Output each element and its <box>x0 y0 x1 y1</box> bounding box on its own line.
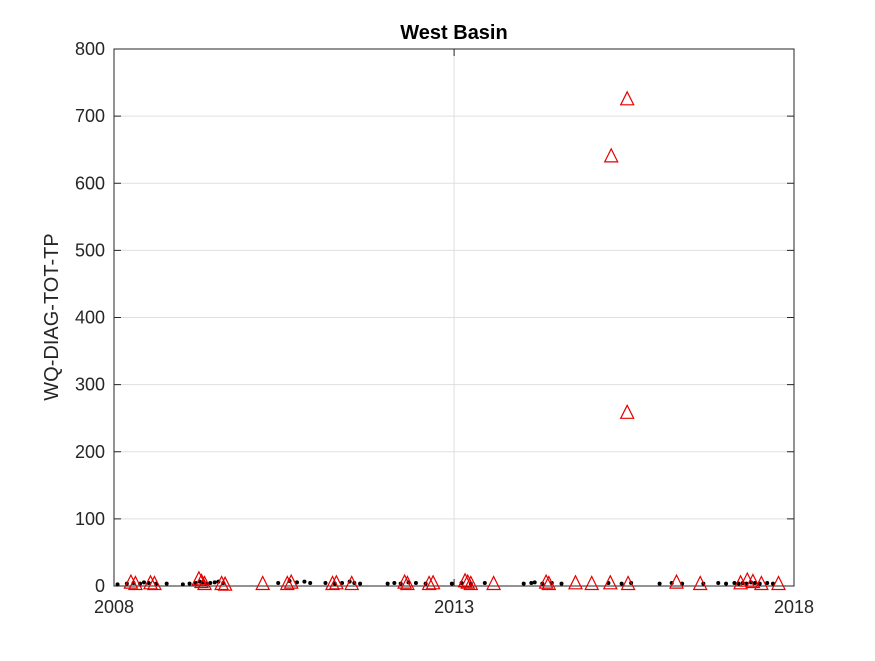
data-point-triangle <box>692 575 708 591</box>
y-tick-labels: 0 100 200 300 400 500 600 700 800 <box>75 39 105 596</box>
data-point-triangle <box>197 575 212 591</box>
data-point-triangle <box>279 575 295 591</box>
data-point-triangle <box>191 570 207 586</box>
data-point-triangle <box>745 573 761 589</box>
data-point-triangle <box>397 573 413 589</box>
data-point-triangle <box>538 573 554 589</box>
data-point-triangle <box>619 403 635 419</box>
data-point-dot <box>308 580 313 585</box>
x-tick-label: 2018 <box>774 597 814 617</box>
y-tick-label: 800 <box>75 39 105 59</box>
y-tick-label: 700 <box>75 106 105 126</box>
data-point-dot <box>482 580 487 585</box>
data-point-triangle <box>328 574 344 590</box>
data-point-dot <box>724 581 729 586</box>
data-point-triangle <box>143 574 158 590</box>
data-point-triangle <box>603 147 619 163</box>
y-tick-label: 300 <box>75 375 105 395</box>
data-point-dot <box>752 580 757 585</box>
triangle-series <box>123 90 786 591</box>
data-point-dot <box>449 581 454 586</box>
tick-layer <box>113 48 795 587</box>
data-point-dot <box>619 581 624 586</box>
data-point-dot <box>358 581 363 586</box>
data-point-dot <box>180 582 185 587</box>
chart-title: West Basin <box>400 22 507 44</box>
data-point-dot <box>532 580 537 585</box>
data-point-dot <box>732 580 737 585</box>
data-point-triangle <box>399 575 415 591</box>
data-point-dot <box>559 581 564 586</box>
data-point-triangle <box>194 573 209 589</box>
data-point-dot <box>187 581 192 586</box>
y-tick-label: 400 <box>75 308 105 328</box>
data-point-dot <box>164 581 169 586</box>
data-point-triangle <box>486 575 502 591</box>
data-point-triangle <box>541 575 557 591</box>
data-point-triangle <box>669 573 684 589</box>
data-point-dot <box>657 581 662 586</box>
data-point-triangle <box>123 573 139 589</box>
data-point-triangle <box>602 574 618 590</box>
data-point-dot <box>765 580 770 585</box>
data-point-triangle <box>584 575 600 591</box>
data-point-triangle <box>733 574 749 590</box>
data-point-triangle <box>568 574 583 590</box>
data-point-dot <box>208 580 213 585</box>
data-point-dot <box>521 581 526 586</box>
data-point-triangle <box>619 90 635 106</box>
data-point-triangle <box>146 575 162 591</box>
data-point-dot <box>294 580 299 585</box>
data-point-triangle <box>771 575 786 591</box>
data-point-triangle <box>425 574 441 590</box>
data-point-triangle <box>325 575 340 591</box>
data-point-dot <box>212 580 217 585</box>
y-tick-label: 100 <box>75 509 105 529</box>
data-point-dot <box>302 579 307 584</box>
data-point-dot <box>115 582 120 587</box>
data-point-dot <box>392 580 397 585</box>
y-tick-label: 200 <box>75 442 105 462</box>
x-tick-label: 2008 <box>94 597 134 617</box>
data-point-dot <box>385 581 390 586</box>
data-point-triangle <box>283 573 299 589</box>
data-point-triangle <box>421 575 437 591</box>
y-tick-label: 0 <box>95 576 105 596</box>
y-tick-label: 600 <box>75 173 105 193</box>
x-tick-label: 2013 <box>434 597 474 617</box>
data-point-triangle <box>463 575 479 591</box>
data-point-dot <box>413 580 418 585</box>
data-point-triangle <box>217 575 233 591</box>
data-point-triangle <box>753 575 769 591</box>
data-point-triangle <box>255 575 271 591</box>
x-tick-labels: 2008 2013 2018 <box>94 597 814 617</box>
grid-layer <box>114 49 794 586</box>
data-point-dot <box>141 580 146 585</box>
data-point-triangle <box>214 575 230 591</box>
data-point-dot <box>323 580 328 585</box>
data-point-triangle <box>620 575 636 591</box>
data-point-triangle <box>460 573 476 589</box>
y-tick-label: 500 <box>75 240 105 260</box>
y-axis-label: WQ-DIAG-TOT-TP <box>41 233 63 400</box>
data-point-dot <box>716 580 721 585</box>
data-point-dot <box>276 580 281 585</box>
data-point-triangle <box>344 575 360 591</box>
data-point-dot <box>529 580 534 585</box>
data-point-triangle <box>127 575 143 591</box>
